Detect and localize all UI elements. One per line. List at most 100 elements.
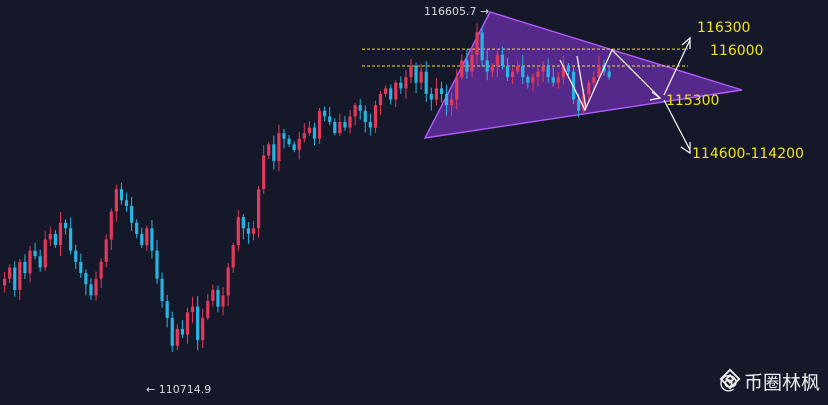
candle-body <box>109 211 113 240</box>
candle-body <box>282 133 286 139</box>
candle-body <box>607 71 611 78</box>
candle-body <box>363 110 367 122</box>
candle-body <box>541 65 545 72</box>
candle-body <box>150 228 154 251</box>
candle-body <box>373 105 378 128</box>
candle-body <box>28 250 32 274</box>
candle-body <box>587 82 591 94</box>
level-label-116000: 116000 <box>710 43 763 59</box>
candle-body <box>292 144 296 150</box>
candle-body <box>302 133 306 139</box>
candle-body <box>257 189 261 229</box>
candle-body <box>358 105 362 111</box>
candle-body <box>505 65 510 78</box>
candle-body <box>409 65 413 78</box>
candle-body <box>175 329 179 346</box>
candle-body <box>384 88 388 94</box>
level-labels: 116300 116000 115300 114600-114200 11660… <box>146 5 804 396</box>
candle-body <box>155 250 159 279</box>
arrow-path-down-up <box>559 48 661 112</box>
candle-body <box>577 99 581 111</box>
candle-body <box>58 222 63 246</box>
candle-body <box>8 267 12 279</box>
level-label-116300: 116300 <box>697 20 750 36</box>
level-lines <box>362 48 688 67</box>
arrowhead-up <box>681 36 691 49</box>
watermark: @ 币圈林枫 <box>719 368 820 395</box>
candle-body <box>297 138 301 150</box>
triangle-pattern-fill <box>423 11 743 139</box>
candle-body <box>511 71 515 78</box>
candle-body <box>23 261 27 274</box>
candle-body <box>378 93 383 106</box>
candle-body <box>18 261 22 290</box>
candle-body <box>130 205 134 223</box>
candle-body <box>241 217 245 229</box>
candle-body <box>185 312 190 335</box>
candle-body <box>571 71 576 100</box>
candle-body <box>419 71 423 83</box>
candle-body <box>114 189 118 212</box>
candle-body <box>262 155 266 190</box>
binance-diamond-icon <box>719 368 741 390</box>
arrow-line-down <box>663 99 691 151</box>
candles <box>3 23 611 352</box>
candle-body <box>119 189 124 201</box>
candle-body <box>429 93 433 100</box>
arrowhead-1 <box>649 91 662 101</box>
candle-body <box>566 65 571 72</box>
candle-body <box>53 233 57 246</box>
candle-body <box>495 54 499 66</box>
candle-body <box>368 121 372 128</box>
candle-body <box>404 77 408 89</box>
candle-body <box>33 250 37 257</box>
candle-body <box>267 144 271 156</box>
candle-body <box>480 32 484 61</box>
candle-body <box>439 88 444 94</box>
arrowhead-down <box>680 142 691 155</box>
candle-body <box>180 329 184 335</box>
candle-body <box>597 65 601 78</box>
projection-arrows <box>559 36 691 155</box>
candle-body <box>246 228 251 234</box>
candle-body <box>211 289 215 302</box>
candle-body <box>140 233 144 246</box>
candle-body <box>3 278 7 286</box>
low-price-label: ← 110714.9 <box>146 383 211 396</box>
candle-body <box>485 60 489 72</box>
candle-body <box>444 93 449 106</box>
candle-body <box>84 273 88 285</box>
candle-body <box>190 306 195 313</box>
candle-body <box>272 144 276 162</box>
candle-body <box>470 54 474 72</box>
candle-body <box>592 77 596 83</box>
candle-body <box>531 77 535 83</box>
candle-body <box>333 121 337 134</box>
candle-body <box>145 228 149 246</box>
candle-body <box>196 306 200 341</box>
candle-body <box>221 295 225 307</box>
candle-body <box>94 278 98 296</box>
candle-body <box>160 278 164 302</box>
candle-body <box>490 65 494 72</box>
candle-body <box>394 82 398 100</box>
candle-body <box>389 88 393 100</box>
candle-body <box>307 127 311 134</box>
candle-body <box>99 261 103 279</box>
candle-body <box>43 239 47 268</box>
high-price-label: 116605.7 → <box>424 5 489 18</box>
candle-body <box>79 261 83 274</box>
candle-body <box>414 65 418 83</box>
candle-body <box>450 99 454 106</box>
candle-body <box>104 239 108 262</box>
watermark-brand: 币圈林枫 <box>743 372 820 394</box>
candle-body <box>323 110 327 117</box>
candle-body <box>516 65 520 72</box>
candle-body <box>434 88 438 100</box>
candle-body <box>89 284 93 296</box>
candle-body <box>231 245 235 268</box>
candle-body <box>201 317 205 341</box>
arrow-line-up <box>663 39 691 96</box>
candle-body <box>526 77 530 83</box>
